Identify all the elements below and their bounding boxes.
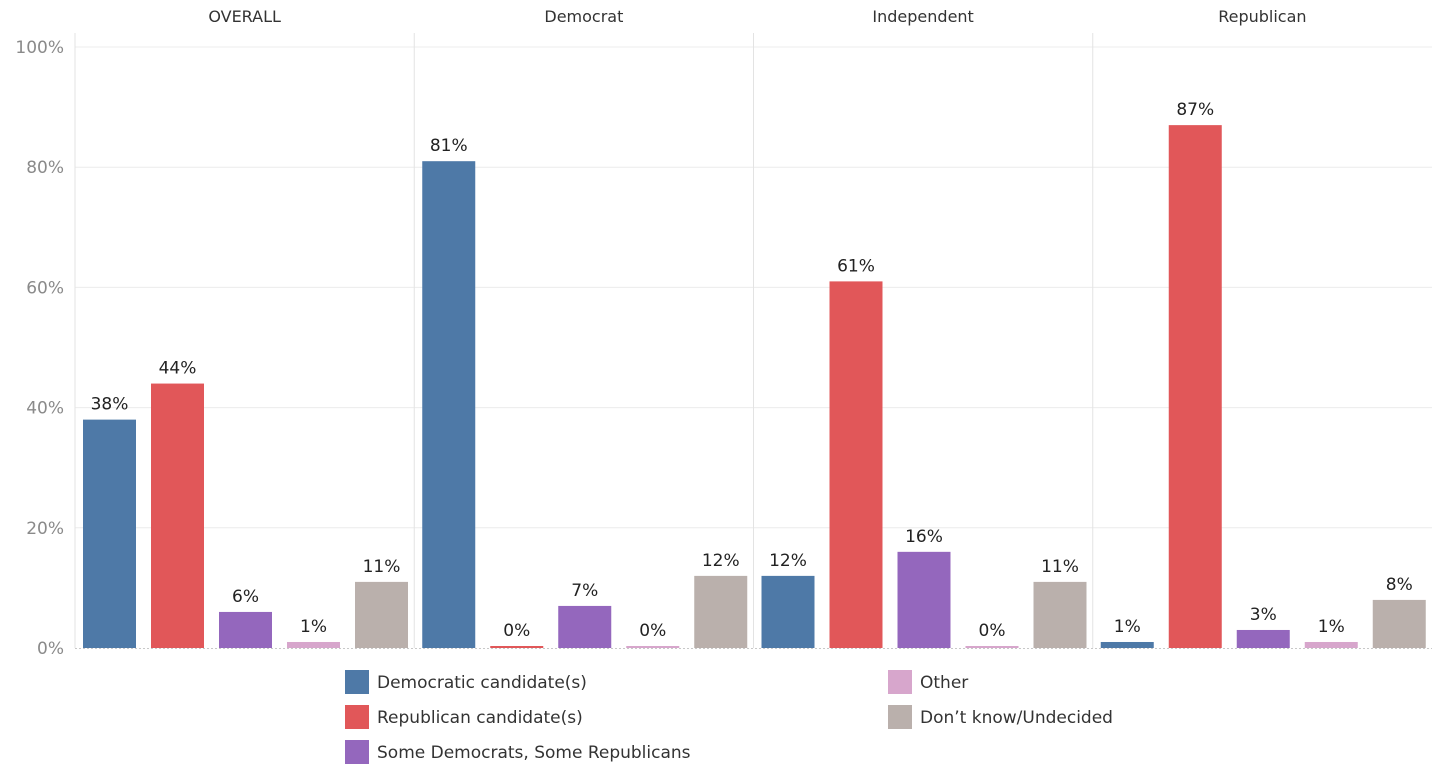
data-label: 61% <box>837 256 875 276</box>
bar-democrat-4 <box>694 575 748 648</box>
panel-title-republican: Republican <box>1218 7 1306 26</box>
bar-republican-3 <box>1304 641 1358 648</box>
y-axis: 0% 20% 40% 60% 80% 100% <box>15 38 64 659</box>
legend-label: Republican candidate(s) <box>377 708 583 728</box>
bar-democrat-2 <box>558 605 612 648</box>
y-tick-label: 80% <box>26 158 64 178</box>
data-label: 0% <box>639 621 666 641</box>
legend-swatch <box>888 670 912 694</box>
bar-overall-0 <box>83 419 136 648</box>
data-label: 1% <box>1114 617 1141 637</box>
y-tick-label: 100% <box>15 38 64 58</box>
data-label: 38% <box>91 395 129 415</box>
value-labels: 38% 44% 6% 1% 11% 81% 0% 7% 0% 12% 12% 61% 16% 0% 11% 1… <box>91 100 1413 641</box>
legend-swatch <box>345 740 369 764</box>
legend-item: Democratic candidate(s) <box>345 670 587 694</box>
data-label: 12% <box>769 551 807 571</box>
data-label: 16% <box>905 527 943 547</box>
panel-title-democrat: Democrat <box>544 7 623 26</box>
data-label: 0% <box>503 621 530 641</box>
bar-republican-2 <box>1236 629 1290 648</box>
bar-overall-3 <box>287 641 340 648</box>
data-label: 81% <box>430 136 468 156</box>
bar-democrat-0 <box>422 161 476 648</box>
panel-title-overall: OVERALL <box>208 7 281 26</box>
legend-item: Don’t know/Undecided <box>888 705 1113 729</box>
data-label: 7% <box>571 581 598 601</box>
legend-label: Don’t know/Undecided <box>920 708 1113 728</box>
data-label: 87% <box>1176 100 1214 120</box>
bar-independent-2 <box>897 551 951 648</box>
bar-overall-1 <box>151 383 204 648</box>
panel-headers: OVERALL Democrat Independent Republican <box>208 7 1306 26</box>
data-label: 1% <box>300 617 327 637</box>
bar-independent-3 <box>965 646 1019 648</box>
bar-republican-4 <box>1372 599 1426 648</box>
legend-label: Other <box>920 673 968 693</box>
bar-independent-0 <box>761 575 815 648</box>
legend-item: Republican candidate(s) <box>345 705 583 729</box>
legend-item: Some Democrats, Some Republicans <box>345 740 691 764</box>
data-label: 1% <box>1318 617 1345 637</box>
legend-swatch <box>888 705 912 729</box>
data-label: 0% <box>979 621 1006 641</box>
legend-swatch <box>345 670 369 694</box>
data-label: 8% <box>1386 575 1413 595</box>
data-label: 6% <box>232 587 259 607</box>
data-label: 44% <box>159 359 197 379</box>
bar-independent-4 <box>1033 581 1087 648</box>
panel-title-independent: Independent <box>872 7 973 26</box>
legend-label: Some Democrats, Some Republicans <box>377 743 691 763</box>
gridlines <box>74 33 1432 649</box>
bar-overall-4 <box>355 581 408 648</box>
y-tick-label: 60% <box>26 278 64 298</box>
y-tick-label: 40% <box>26 399 64 419</box>
legend-item: Other <box>888 670 968 694</box>
data-label: 3% <box>1250 605 1277 625</box>
bar-overall-2 <box>219 611 272 648</box>
data-label: 11% <box>1041 557 1079 577</box>
data-label: 11% <box>363 557 401 577</box>
bar-democrat-1 <box>490 646 544 648</box>
bar-republican-0 <box>1100 641 1154 648</box>
legend-swatch <box>345 705 369 729</box>
bars <box>83 125 1426 648</box>
y-tick-label: 0% <box>37 639 64 659</box>
bar-republican-1 <box>1168 125 1222 648</box>
legend: Democratic candidate(s) Republican candid… <box>345 670 1113 764</box>
bar-independent-1 <box>829 281 883 648</box>
data-label: 12% <box>702 551 740 571</box>
bar-democrat-3 <box>626 646 680 648</box>
y-tick-label: 20% <box>26 519 64 539</box>
legend-label: Democratic candidate(s) <box>377 673 587 693</box>
